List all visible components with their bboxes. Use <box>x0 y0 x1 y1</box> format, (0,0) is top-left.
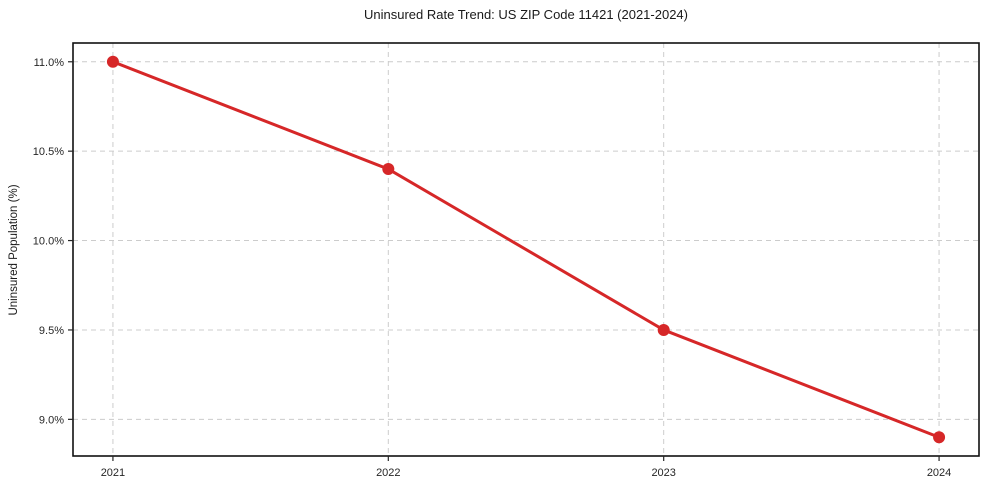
y-tick-label: 10.0% <box>33 236 64 248</box>
trend-line <box>111 60 941 439</box>
x-tick-label: 2024 <box>927 467 951 479</box>
data-point-marker <box>382 163 395 176</box>
data-point-marker <box>933 431 946 444</box>
data-point-marker <box>106 55 119 68</box>
data-point-marker <box>657 323 670 336</box>
y-tick-label: 9.5% <box>39 325 64 337</box>
y-tick-label: 9.0% <box>39 414 64 426</box>
x-tick-label: 2021 <box>101 467 125 479</box>
x-tick-label: 2022 <box>376 467 400 479</box>
y-tick-label: 10.5% <box>33 146 64 158</box>
chart-title: Uninsured Rate Trend: US ZIP Code 11421 … <box>364 7 688 22</box>
x-tick-label: 2023 <box>651 467 675 479</box>
y-tick-label: 11.0% <box>34 57 65 69</box>
y-axis-label: Uninsured Population (%) <box>8 184 20 316</box>
plot-border <box>72 42 980 457</box>
